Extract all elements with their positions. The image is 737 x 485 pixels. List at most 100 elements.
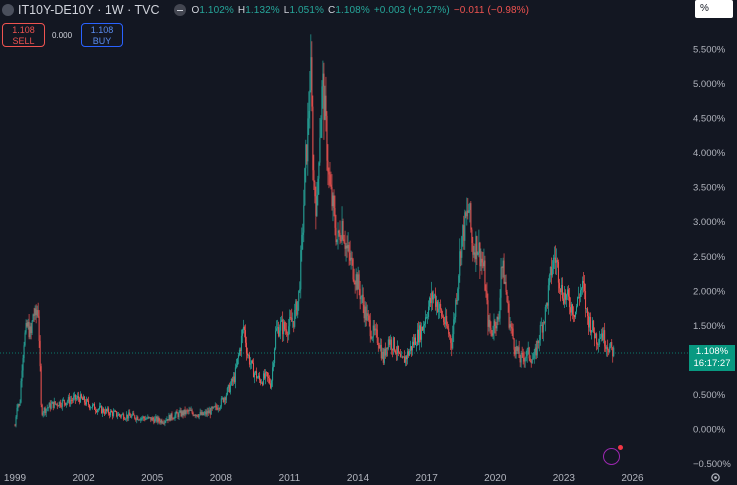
candle-body	[239, 349, 241, 351]
bar-countdown: 16:17:27	[693, 358, 731, 369]
candle-body	[390, 339, 392, 349]
candle-body	[340, 240, 342, 241]
candle-body	[399, 353, 401, 357]
candle-body	[326, 115, 328, 161]
y-tick-label: 2.000%	[693, 286, 726, 297]
candle-body	[525, 355, 527, 359]
candle-body	[333, 195, 335, 208]
candle-body	[400, 356, 402, 358]
candle-body	[495, 326, 497, 329]
candle-body	[593, 320, 595, 332]
candle-body	[283, 322, 285, 335]
candle-body	[501, 267, 503, 269]
candle-body	[36, 310, 38, 316]
candle-body	[89, 407, 91, 409]
candle-body	[579, 296, 581, 298]
candle-body	[511, 326, 513, 329]
candle-body	[510, 324, 512, 327]
candle-body	[341, 220, 343, 241]
y-tick-label: 1.500%	[693, 321, 726, 332]
candle-body	[68, 396, 70, 404]
candle-body	[402, 356, 404, 358]
settings-gear-icon[interactable]	[710, 472, 721, 483]
candle-body	[299, 289, 301, 291]
candle-body	[583, 280, 585, 284]
candle-body	[181, 411, 183, 417]
candle-body	[193, 414, 195, 416]
candle-body	[573, 315, 575, 318]
candle-body	[214, 405, 216, 408]
candle-body	[56, 403, 58, 406]
candle-body	[168, 415, 170, 421]
candle-body	[230, 379, 232, 385]
candle-body	[565, 294, 567, 300]
candle-body	[477, 252, 479, 255]
candle-body	[553, 257, 555, 259]
candle-body	[552, 257, 554, 269]
x-tick-label: 2023	[553, 473, 576, 484]
candle-body	[350, 257, 352, 261]
candle-body	[196, 414, 198, 417]
candle-body	[160, 420, 162, 423]
candle-body	[410, 346, 412, 351]
candle-body	[347, 245, 349, 249]
candle-body	[197, 416, 199, 418]
percent-scale-button[interactable]: %	[695, 0, 733, 18]
candle-body	[265, 371, 267, 379]
candle-body	[20, 381, 22, 403]
candle-body	[384, 348, 386, 356]
candle-body	[159, 420, 161, 423]
candle-body	[493, 320, 495, 334]
x-tick-label: 2020	[484, 473, 507, 484]
candle-body	[558, 282, 560, 289]
candle-body	[53, 401, 55, 408]
candle-body	[73, 394, 75, 397]
x-axis[interactable]: 1999 2002 2005 2008 2011 2014 2017 2020 2023 2026	[4, 473, 644, 484]
candle-body	[70, 400, 72, 401]
candle-body	[414, 337, 416, 346]
candle-body	[282, 319, 284, 335]
candle-body	[397, 345, 399, 353]
candle-body	[244, 330, 246, 343]
y-tick-label: 5.500%	[693, 44, 726, 55]
candle-body	[482, 262, 484, 267]
candle-body	[446, 316, 448, 326]
candle-body	[115, 411, 117, 412]
candle-body	[253, 373, 255, 378]
y-axis[interactable]: 5.500% 5.000% 4.500% 4.000% 3.500% 3.000% 2.50…	[693, 44, 731, 470]
alerts-icon[interactable]	[603, 445, 623, 465]
candle-body	[484, 260, 486, 291]
candle-body	[563, 292, 565, 304]
buy-button[interactable]: 1.108 BUY	[81, 23, 123, 47]
candle-body	[386, 347, 388, 349]
candle-body	[456, 300, 458, 301]
candle-body	[264, 373, 266, 379]
candle-body	[189, 409, 191, 411]
candle-body	[291, 317, 293, 322]
collapse-legend-icon[interactable]	[173, 4, 186, 16]
candle-body	[167, 419, 169, 421]
candle-body	[454, 316, 456, 320]
candle-body	[203, 413, 205, 415]
candle-body	[429, 297, 431, 307]
candle-body	[46, 408, 48, 409]
candle-body	[17, 404, 19, 408]
candle-body	[164, 420, 166, 423]
candle-body	[521, 352, 523, 354]
candle-body	[393, 337, 395, 351]
candle-body	[557, 261, 559, 283]
candle-body	[146, 418, 148, 420]
candle-body	[32, 314, 34, 322]
candle-body	[581, 288, 583, 291]
symbol-title[interactable]: IT10Y-DE10Y · 1W · TVC	[18, 3, 160, 17]
candle-body	[274, 348, 276, 364]
candle-body	[335, 227, 337, 243]
candle-body	[490, 327, 492, 331]
candle-body	[371, 337, 373, 339]
candle-body	[481, 258, 483, 263]
candle-body	[79, 394, 81, 403]
candle-body	[127, 414, 129, 419]
candle-body	[512, 328, 514, 339]
sell-button[interactable]: 1.108 SELL	[2, 23, 45, 47]
